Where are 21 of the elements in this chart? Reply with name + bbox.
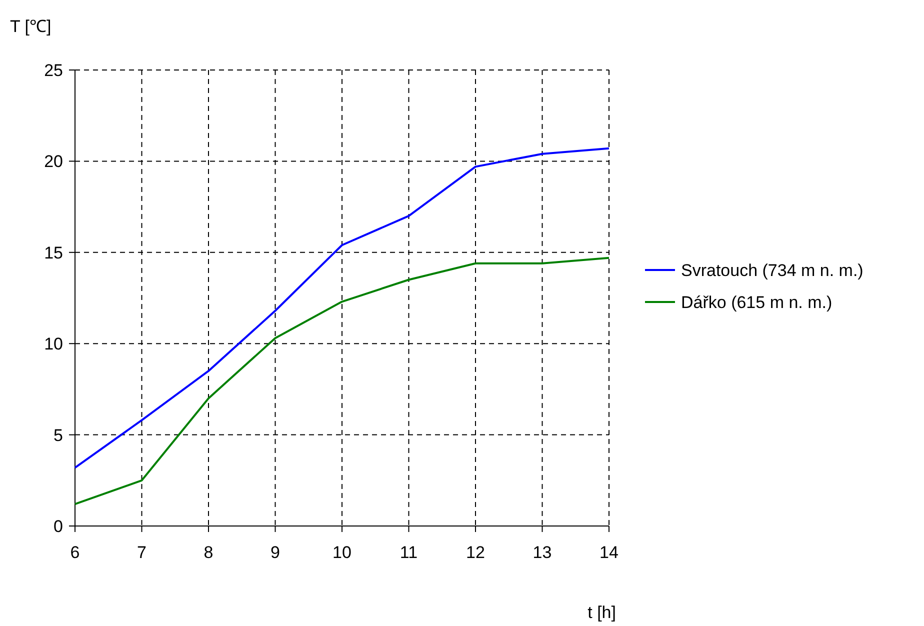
x-tick-label: 11	[400, 543, 418, 562]
y-tick-label: 25	[44, 60, 63, 80]
x-tick-label: 10	[332, 543, 352, 562]
y-axis-title: T [℃]	[10, 17, 52, 36]
x-tick-label: 13	[532, 543, 552, 562]
y-tick-label: 5	[54, 426, 63, 445]
x-tick-label: 8	[204, 543, 214, 562]
y-tick-label: 15	[44, 243, 63, 262]
x-tick-label: 7	[137, 543, 146, 562]
y-tick-label: 10	[44, 334, 63, 354]
line-series	[74, 147, 610, 469]
x-tick-label: 6	[70, 543, 80, 562]
x-tick-label: 9	[270, 543, 280, 562]
x-axis-title: t [h]	[588, 603, 616, 622]
y-tick-label: 0	[54, 516, 63, 536]
x-tick-label: 12	[466, 543, 485, 562]
line-series	[74, 256, 610, 506]
x-tick-label: 14	[600, 543, 618, 562]
legend-label: Svratouch (734 m n. m.)	[681, 260, 864, 280]
legend-label: Dářko (615 m n. m.)	[681, 292, 832, 312]
y-tick-label: 20	[44, 152, 63, 172]
